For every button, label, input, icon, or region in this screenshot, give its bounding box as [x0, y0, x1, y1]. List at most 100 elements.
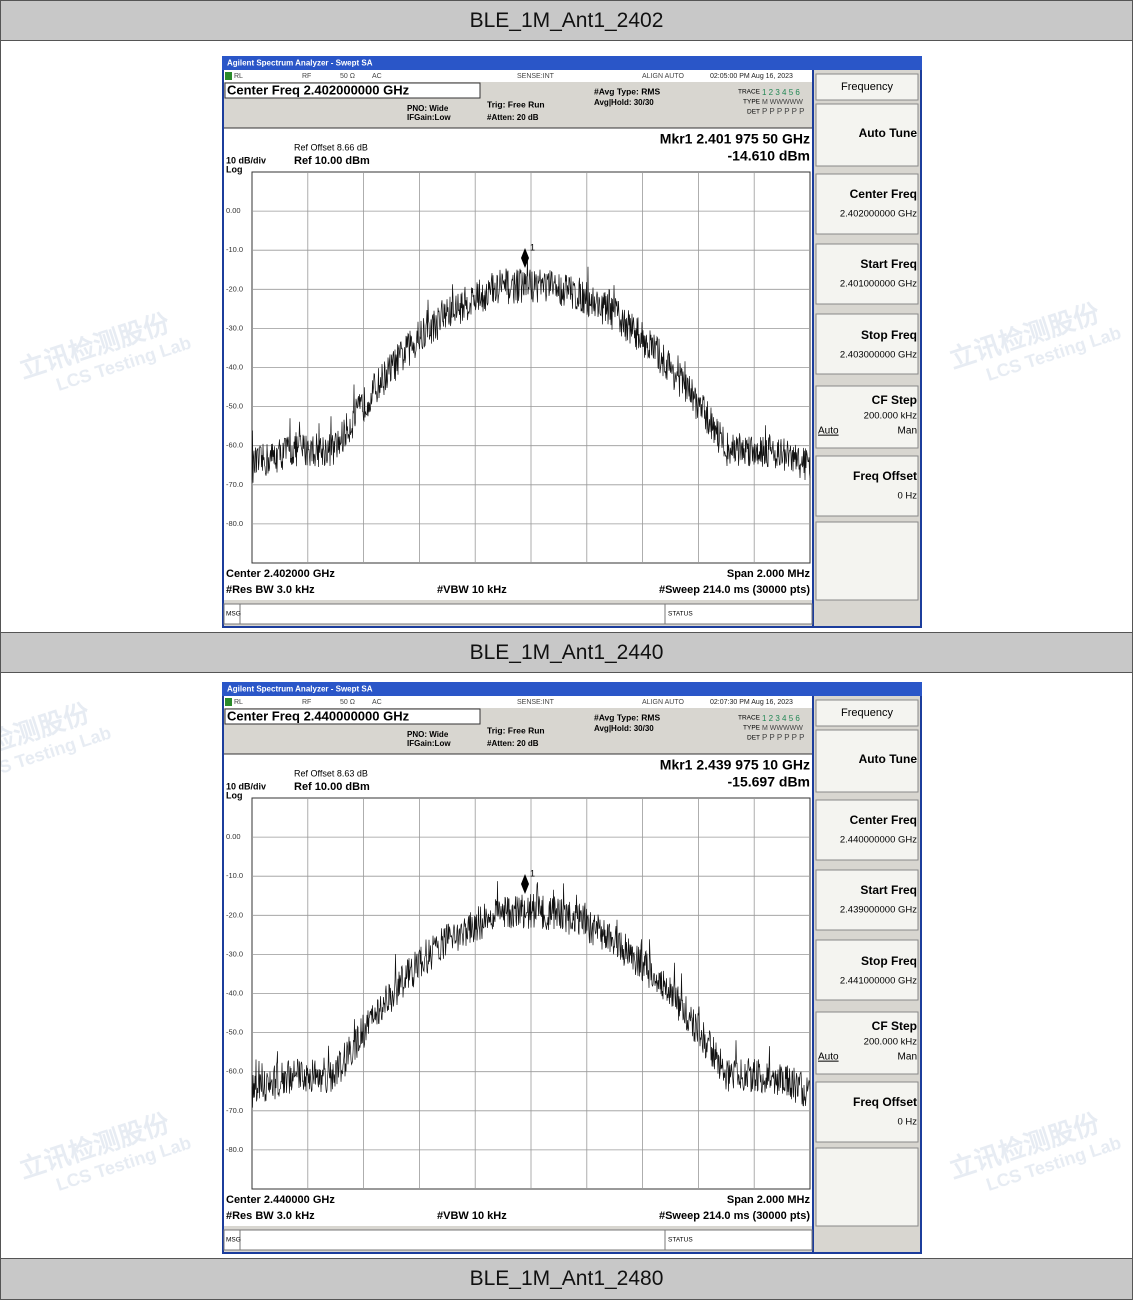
label: ALIGN AUTO: [642, 699, 684, 706]
label: IFGain:Low: [407, 739, 451, 748]
label: Avg|Hold: 30/30: [594, 98, 654, 107]
marker-label: 1: [530, 868, 535, 878]
marker-freq: Mkr1 2.401 975 50 GHz: [660, 131, 810, 147]
softkey: [815, 243, 919, 305]
label: Freq Offset: [853, 469, 917, 483]
label: ALIGN AUTO: [642, 73, 684, 80]
label: DET: [747, 109, 760, 116]
y-axis-label: -40.0: [226, 988, 243, 997]
y-axis-label: -10.0: [226, 871, 243, 880]
label: 1 2 3 4 5 6: [762, 88, 800, 97]
msg-bar: [223, 1229, 813, 1251]
marker-label: 1: [530, 242, 535, 252]
y-axis-label: -60.0: [226, 441, 243, 450]
label: Freq Offset: [853, 1095, 917, 1109]
label: Man: [898, 1052, 917, 1063]
rl-indicator: [225, 698, 232, 706]
label: Auto Tune: [859, 126, 918, 140]
label: Center Freq: [850, 813, 917, 827]
label: RF: [302, 73, 311, 80]
label: #Res BW 3.0 kHz: [226, 584, 315, 596]
center-freq: Center Freq 2.402000000 GHz: [227, 82, 410, 97]
y-axis-label: 0.00: [226, 832, 241, 841]
label: PNO: Wide: [407, 104, 449, 113]
label: 50 Ω: [340, 73, 355, 80]
label: CF Step: [872, 393, 917, 407]
label: Auto: [818, 426, 839, 437]
y-axis-label: 0.00: [226, 206, 241, 215]
softkey: [815, 73, 919, 101]
label: Span 2.000 MHz: [727, 1194, 811, 1206]
spectrum-trace: [251, 881, 811, 1108]
label: 2.441000000 GHz: [840, 976, 917, 987]
label: Log: [226, 790, 243, 800]
timestamp: 02:05:00 PM Aug 16, 2023: [710, 73, 793, 80]
softkey: [815, 939, 919, 1001]
softkey: [815, 173, 919, 235]
label: P P P P P P: [762, 733, 804, 742]
spectrum-trace: [251, 257, 811, 483]
label: RL: [234, 699, 243, 706]
y-axis-label: -80.0: [226, 1145, 243, 1154]
label: 0 Hz: [897, 1117, 917, 1128]
title-bar: [222, 56, 922, 70]
label: M WWWWW: [762, 99, 803, 106]
label: #Avg Type: RMS: [594, 712, 660, 722]
y-axis-label: -40.0: [226, 362, 243, 371]
section-header: BLE_1M_Ant1_2402: [0, 0, 1133, 41]
y-axis-label: -80.0: [226, 519, 243, 528]
softkey: [815, 313, 919, 375]
marker-amp: -15.697 dBm: [728, 774, 810, 790]
timestamp: 02:07:30 PM Aug 16, 2023: [710, 699, 793, 706]
y-axis-label: -70.0: [226, 1106, 243, 1115]
label: TRACE: [738, 89, 761, 96]
label: 200.000 kHz: [864, 1037, 918, 1048]
label: M WWWWW: [762, 725, 803, 732]
label: 10 dB/div: [226, 781, 266, 791]
softkey: [815, 455, 919, 517]
softkey: [815, 799, 919, 861]
softkey: [815, 1147, 919, 1227]
label: Span 2.000 MHz: [727, 568, 811, 580]
label: Stop Freq: [861, 328, 917, 342]
center-label: Center 2.402000 GHz: [226, 568, 335, 580]
center-freq: Center Freq 2.440000000 GHz: [227, 708, 410, 723]
rl-indicator: [225, 72, 232, 80]
marker: [521, 248, 529, 268]
y-axis-label: -10.0: [226, 245, 243, 254]
y-axis-label: -30.0: [226, 323, 243, 332]
center-freq-box: [224, 708, 481, 725]
y-axis-label: -30.0: [226, 949, 243, 958]
label: Frequency: [841, 707, 893, 719]
center-freq-box: [224, 82, 481, 99]
label: 2.403000000 GHz: [840, 350, 917, 361]
label: SENSE:INT: [517, 73, 555, 80]
softkey: [815, 1081, 919, 1143]
label: Start Freq: [860, 257, 917, 271]
marker-freq: Mkr1 2.439 975 10 GHz: [660, 757, 810, 773]
ref-offset: Ref Offset 8.63 dB: [294, 768, 368, 778]
label: TYPE: [743, 725, 761, 732]
label: STATUS: [668, 611, 693, 618]
label: #VBW 10 kHz: [437, 1210, 507, 1222]
title-bar: [222, 682, 922, 696]
label: TYPE: [743, 99, 761, 106]
label: TRACE: [738, 715, 761, 722]
status-row: [224, 70, 812, 82]
status-row: [224, 696, 812, 708]
app-title: Agilent Spectrum Analyzer - Swept SA: [227, 59, 373, 68]
label: 1 2 3 4 5 6: [762, 714, 800, 723]
label: Frequency: [841, 81, 893, 93]
label: Start Freq: [860, 883, 917, 897]
label: 200.000 kHz: [864, 411, 918, 422]
label: #Atten: 20 dB: [487, 113, 539, 122]
label: 50 Ω: [340, 699, 355, 706]
label: Stop Freq: [861, 954, 917, 968]
label: Ref 10.00 dBm: [294, 155, 370, 167]
softkey: [815, 729, 919, 793]
label: 0 Hz: [897, 491, 917, 502]
label: IFGain:Low: [407, 113, 451, 122]
label: DET: [747, 735, 760, 742]
label: 2.402000000 GHz: [840, 209, 917, 220]
